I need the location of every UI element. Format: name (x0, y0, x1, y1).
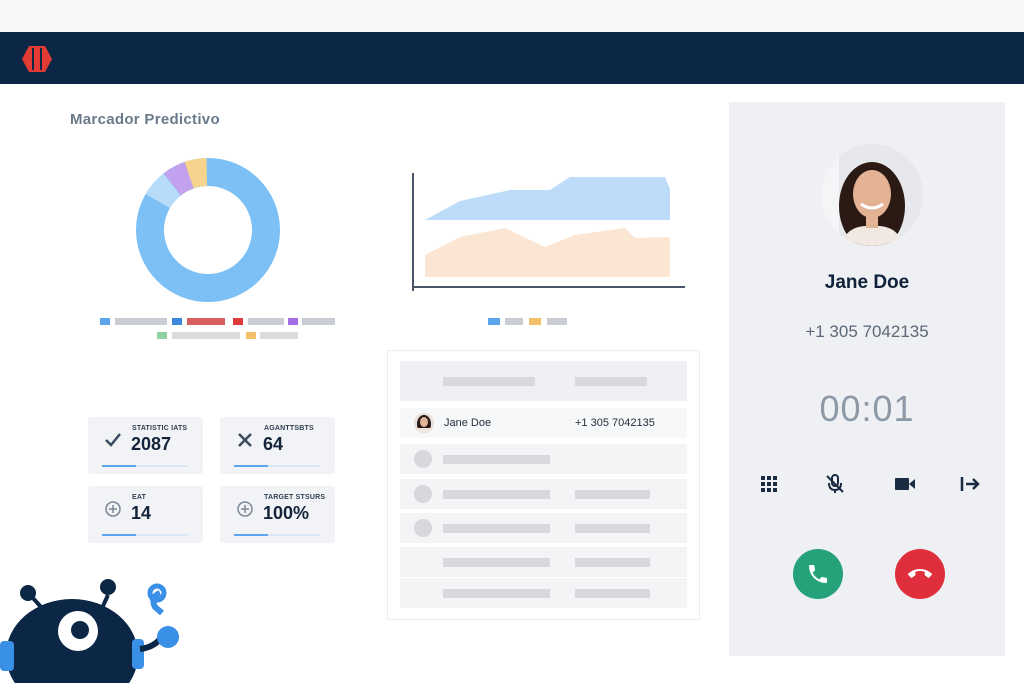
check-icon (105, 433, 121, 447)
caller-avatar (821, 144, 923, 246)
table-row[interactable] (400, 479, 687, 509)
table-row[interactable] (400, 578, 687, 608)
stat-card-statistics: STATISTIC IATS 2087 (88, 417, 203, 474)
mute-icon[interactable] (823, 472, 847, 496)
plus-circle-icon (237, 501, 253, 517)
donut-slice-purple (136, 158, 280, 302)
robot-mascot-icon (0, 579, 179, 683)
caller-phone: +1 305 7042135 (805, 322, 929, 341)
stat-card-target: TARGET STSURS 100% (220, 486, 335, 543)
table-row[interactable] (400, 513, 687, 543)
call-panel: Jane Doe +1 305 7042135 00:01 (729, 102, 1005, 656)
page-title: Marcador Predictivo (70, 111, 220, 128)
table-row[interactable]: Jane Doe +1 305 7042135 (400, 408, 687, 438)
table-row[interactable] (400, 547, 687, 577)
call-timer: 00:01 (819, 388, 915, 429)
plus-circle-icon (105, 501, 121, 517)
phone-icon (809, 565, 827, 583)
stat-card-agents: AGANTTSBTS 64 (220, 417, 335, 474)
area-chart (412, 173, 685, 291)
caller-name: Jane Doe (824, 272, 910, 293)
area-series-peach (425, 228, 670, 277)
video-icon[interactable] (893, 472, 917, 496)
contacts-table: Jane Doe +1 305 7042135 (387, 350, 700, 620)
brand-logo-icon[interactable] (22, 46, 52, 72)
answer-call-button[interactable] (793, 549, 843, 599)
transfer-icon[interactable] (958, 472, 982, 496)
keypad-icon[interactable] (757, 472, 781, 496)
x-icon (238, 433, 252, 447)
donut-slice-light-blue (136, 158, 280, 302)
area-series-blue (425, 177, 670, 220)
stat-card-eat: EAT 14 (88, 486, 203, 543)
top-strip (0, 0, 1024, 32)
hangup-icon (908, 569, 932, 578)
avatar (414, 413, 434, 433)
hangup-call-button[interactable] (895, 549, 945, 599)
table-row[interactable] (400, 444, 687, 474)
donut-chart (136, 157, 280, 302)
table-header (400, 361, 687, 401)
donut-slice-yellow (136, 157, 280, 302)
navbar (0, 32, 1024, 84)
